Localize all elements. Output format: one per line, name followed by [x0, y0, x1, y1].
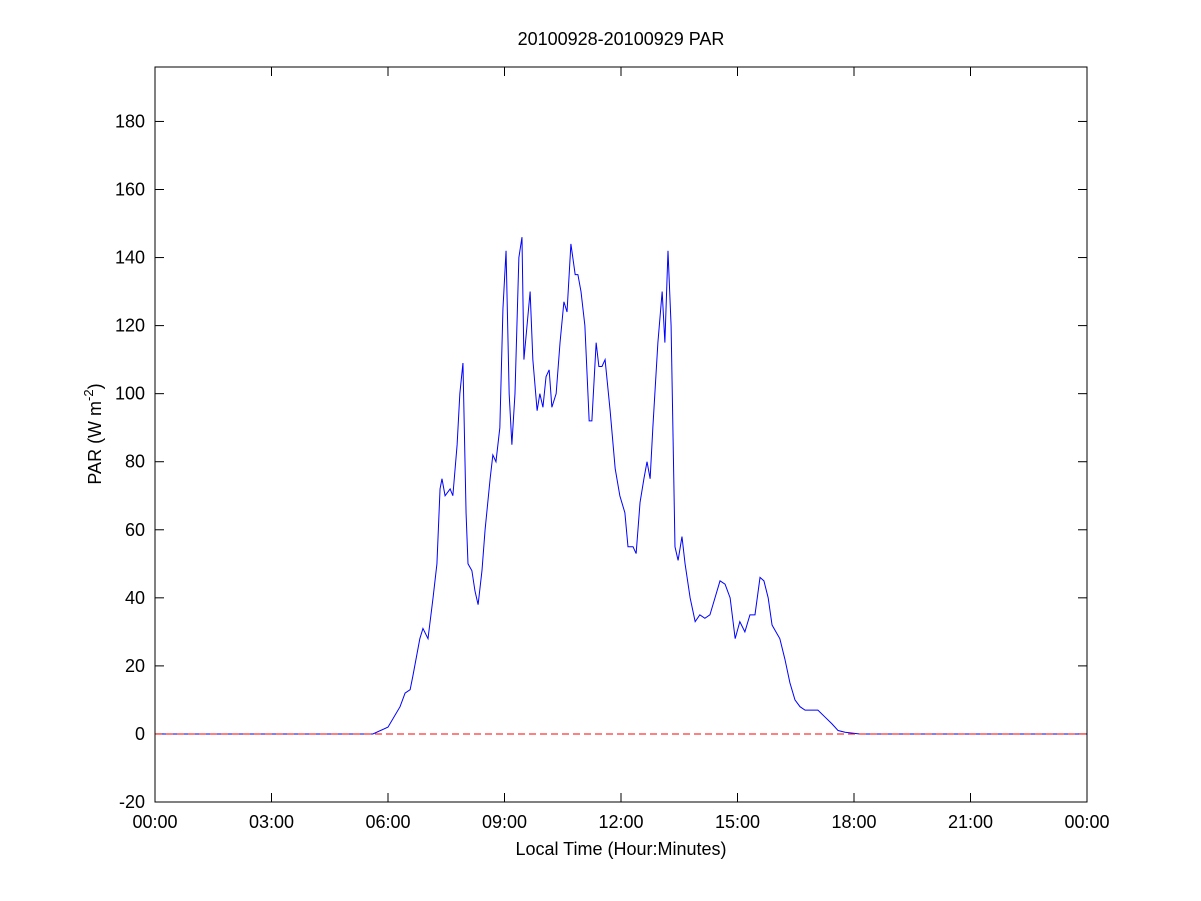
- y-tick-label: 140: [115, 248, 145, 268]
- y-axis-label: PAR (W m-2): [81, 383, 105, 484]
- x-tick-label: 12:00: [598, 812, 643, 832]
- plot-frame: [154, 66, 1088, 803]
- data-line: [155, 237, 1087, 735]
- y-axis-label-superscript: -2: [81, 389, 96, 401]
- x-tick-label: 21:00: [948, 812, 993, 832]
- y-axis-label-text: PAR (W m: [85, 401, 105, 485]
- y-axis-label-suffix: ): [85, 383, 105, 389]
- y-tick-label: 20: [125, 656, 145, 676]
- x-tick-label: 18:00: [831, 812, 876, 832]
- y-tick-label: 60: [125, 520, 145, 540]
- x-tick-label: 03:00: [249, 812, 294, 832]
- y-tick-label: 40: [125, 588, 145, 608]
- x-tick-label: 06:00: [365, 812, 410, 832]
- x-tick-label: 09:00: [482, 812, 527, 832]
- y-tick-label: 180: [115, 111, 145, 131]
- x-axis-label: Local Time (Hour:Minutes): [515, 839, 726, 859]
- y-tick-label: 80: [125, 452, 145, 472]
- y-tick-label: 160: [115, 180, 145, 200]
- x-tick-label: 00:00: [132, 812, 177, 832]
- chart-title: 20100928-20100929 PAR: [518, 29, 725, 49]
- y-tick-label: 120: [115, 316, 145, 336]
- y-tick-label: 100: [115, 384, 145, 404]
- y-tick-label: 0: [135, 724, 145, 744]
- x-tick-label: 00:00: [1064, 812, 1109, 832]
- x-tick-label: 15:00: [715, 812, 760, 832]
- y-tick-label: -20: [119, 792, 145, 812]
